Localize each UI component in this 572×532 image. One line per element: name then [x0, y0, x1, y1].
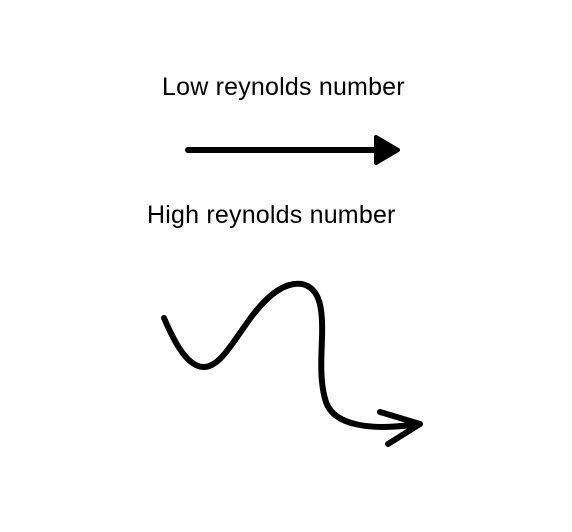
- straight-arrow-head: [374, 135, 400, 165]
- low-reynolds-label: Low reynolds number: [162, 73, 405, 101]
- wavy-arrow-icon: [161, 280, 423, 447]
- straight-arrow-icon: [185, 135, 400, 165]
- wavy-arrow-head: [377, 409, 423, 447]
- high-reynolds-label: High reynolds number: [147, 201, 396, 229]
- wavy-arrow-shaft: [161, 280, 421, 430]
